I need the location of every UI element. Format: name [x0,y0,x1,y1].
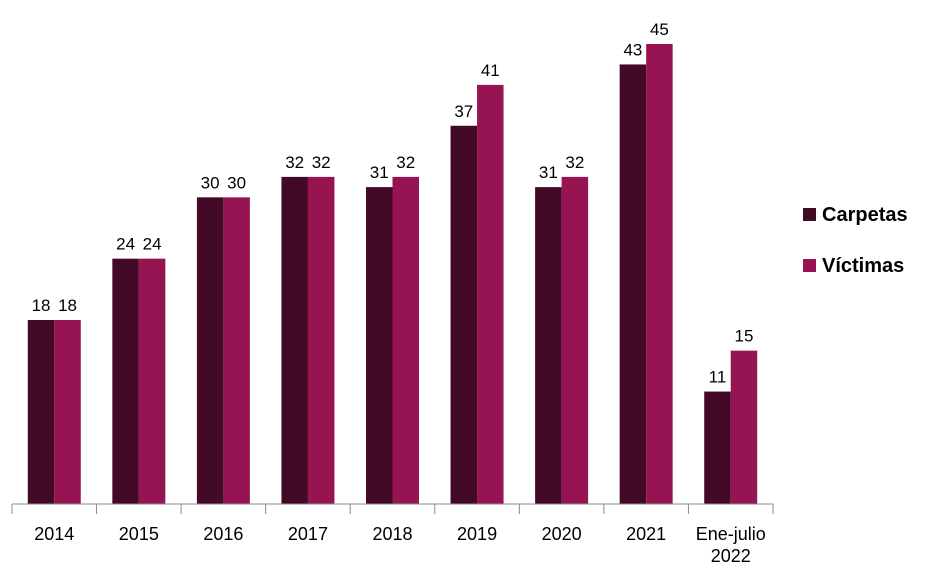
data-label: 30 [201,173,220,192]
data-label: 15 [735,327,754,346]
x-tick-label: Ene-julio 2022 [696,524,766,566]
x-tick-label: 2019 [457,524,497,544]
data-label: 37 [454,102,473,121]
data-label: 24 [143,235,162,254]
x-axis: 2014 2015 2016 2017 2018 2019 2020 2021 Ene-juli… [11,503,774,566]
legend-label: Carpetas [822,204,908,226]
bar-v-ctimas-5 [477,84,504,504]
data-label: 18 [58,296,77,315]
data-label: 31 [370,163,389,182]
data-label: 32 [396,153,415,172]
data-label: 18 [32,296,51,315]
legend-swatch [803,208,816,221]
bar-carpetas-7 [619,64,647,504]
data-label: 43 [623,40,642,59]
bars-layer [27,44,758,505]
bar-v-ctimas-3 [307,176,335,504]
bar-v-ctimas-8 [730,350,758,504]
bar-carpetas-4 [366,187,393,504]
data-labels-layer: 18 18 24 24 30 30 32 32 31 32 37 41 31 32 43 45 11 15 [32,20,754,387]
x-tick-label: 2017 [288,524,328,544]
bar-carpetas-5 [450,125,478,505]
legend: Carpetas Víctimas [803,204,908,277]
bar-v-ctimas-4 [392,176,419,504]
bar-v-ctimas-1 [138,258,166,504]
bar-carpetas-6 [535,187,562,504]
legend-label: Víctimas [822,255,904,277]
data-label: 41 [481,61,500,80]
x-tick-label: 2020 [542,524,582,544]
bar-v-ctimas-2 [223,197,250,505]
bar-v-ctimas-6 [561,176,589,504]
x-tick-label: 2021 [626,524,666,544]
data-label: 24 [116,235,135,254]
data-label: 32 [285,153,304,172]
x-tick-label: 2018 [372,524,412,544]
bar-carpetas-0 [27,320,55,504]
bar-carpetas-2 [196,197,224,505]
data-label: 32 [312,153,331,172]
data-label: 45 [650,20,669,39]
bar-carpetas-3 [281,176,308,504]
data-label: 11 [709,368,727,387]
bar-v-ctimas-7 [646,44,673,504]
x-tick-label: 2016 [203,524,243,544]
x-tick-label: 2015 [119,524,159,544]
x-tick-label: 2014 [34,524,74,544]
bar-carpetas-8 [704,391,731,504]
bar-v-ctimas-0 [54,320,81,504]
bar-carpetas-1 [112,258,139,504]
data-label: 31 [539,163,558,182]
legend-swatch [803,259,816,272]
data-label: 32 [565,153,584,172]
data-label: 30 [227,173,246,192]
